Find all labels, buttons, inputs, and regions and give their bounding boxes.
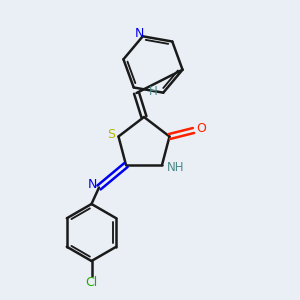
Text: S: S bbox=[107, 128, 115, 142]
Text: H: H bbox=[148, 85, 158, 98]
Text: N: N bbox=[88, 178, 97, 191]
Text: N: N bbox=[134, 27, 144, 40]
Text: O: O bbox=[196, 122, 206, 136]
Text: NH: NH bbox=[167, 161, 184, 174]
Text: Cl: Cl bbox=[85, 276, 98, 289]
